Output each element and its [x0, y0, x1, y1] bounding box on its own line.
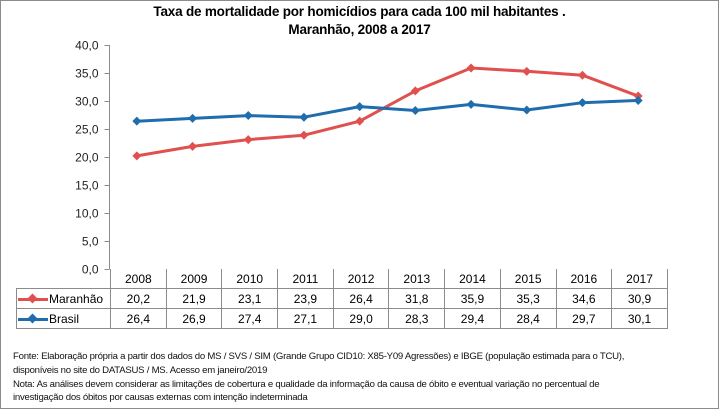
- chart-title: Taxa de mortalidade por homicídios para …: [153, 4, 566, 19]
- data-point-marker: [132, 116, 142, 126]
- data-value-cell: 28,4: [499, 308, 557, 329]
- data-value-cell: 29,0: [332, 308, 390, 329]
- y-tick-label: 25,0: [75, 123, 99, 137]
- data-value-cell: 26,4: [332, 288, 390, 309]
- y-tick-label: 15,0: [75, 179, 99, 193]
- data-point-marker: [633, 95, 643, 105]
- data-value-cell: 23,9: [277, 288, 334, 309]
- source-notes: Fonte: Elaboração própria a partir dos d…: [13, 350, 624, 405]
- y-tick-label: 10,0: [75, 207, 99, 221]
- legend-line-diamond-icon: [18, 314, 48, 324]
- data-point-marker: [299, 130, 309, 140]
- y-tick-label: 5,0: [82, 235, 99, 249]
- data-value-cell: 30,1: [611, 308, 668, 329]
- data-point-marker: [410, 106, 420, 116]
- data-point-marker: [355, 116, 365, 126]
- x-category-label: 2012: [332, 269, 390, 289]
- data-point-marker: [243, 135, 253, 145]
- y-tick-label: 40,0: [75, 39, 99, 53]
- data-value-cell: 26,4: [110, 308, 167, 329]
- series-layer: [132, 63, 643, 161]
- data-point-marker: [132, 151, 142, 161]
- data-value-cell: 23,1: [221, 288, 279, 309]
- data-value-cell: 35,3: [499, 288, 557, 309]
- data-point-marker: [466, 63, 476, 73]
- data-table: 2008 2009 2010 2011 2012 2013 2014 2015 2016 2017…: [16, 269, 668, 329]
- data-point-marker: [522, 66, 532, 76]
- data-value-cell: 27,4: [221, 308, 279, 329]
- series-maranho: [132, 63, 643, 161]
- source-line-2: disponíveis no site do DATASUS / MS. Ace…: [13, 364, 268, 376]
- y-axis: 0,05,010,015,020,025,030,035,040,0: [75, 39, 110, 277]
- y-tick-label: 30,0: [75, 95, 99, 109]
- table-row: Brasil 26,4 26,9 27,4 27,1 29,0 28,3 29,4 28,4 29…: [16, 308, 668, 329]
- legend-line-diamond-icon: [18, 294, 48, 304]
- x-category-label: 2016: [555, 269, 613, 289]
- x-category-label: 2015: [499, 269, 557, 289]
- series-line: [136, 66, 639, 158]
- data-value-cell: 29,4: [444, 308, 501, 329]
- y-tick-label: 20,0: [75, 151, 99, 165]
- data-value-cell: 34,6: [555, 288, 613, 309]
- data-point-marker: [299, 112, 309, 122]
- x-category-label: 2008: [110, 269, 167, 289]
- x-category-label: 2010: [221, 269, 279, 289]
- data-value-cell: 20,2: [110, 288, 167, 309]
- table-corner-cell: [16, 269, 111, 289]
- x-category-label: 2013: [388, 269, 446, 289]
- data-value-cell: 27,1: [277, 308, 334, 329]
- legend-entry: Maranhão: [16, 288, 111, 309]
- data-value-cell: 28,3: [388, 308, 446, 329]
- data-point-marker: [466, 99, 476, 109]
- table-header-row: 2008 2009 2010 2011 2012 2013 2014 2015 2016 2017: [16, 269, 668, 289]
- data-value-cell: 30,9: [611, 288, 668, 309]
- data-point-marker: [410, 86, 420, 96]
- data-point-marker: [188, 141, 198, 151]
- source-line-1: Fonte: Elaboração própria a partir dos d…: [13, 351, 625, 362]
- note-line-2: investigação dos óbitos por causas exter…: [13, 392, 308, 404]
- legend-label: Brasil: [49, 311, 80, 326]
- data-point-marker: [355, 102, 365, 112]
- series-line: [136, 98, 639, 123]
- note-line-1: Nota: As análises devem considerar as li…: [13, 378, 600, 390]
- data-point-marker: [188, 113, 198, 123]
- chart-subtitle: Maranhão, 2008 a 2017: [288, 22, 431, 37]
- data-value-cell: 29,7: [555, 308, 613, 329]
- x-category-label: 2009: [165, 269, 223, 289]
- legend-label: Maranhão: [49, 291, 104, 306]
- x-category-label: 2014: [444, 269, 501, 289]
- x-category-label: 2011: [277, 269, 334, 289]
- data-point-marker: [243, 111, 253, 121]
- data-point-marker: [522, 105, 532, 115]
- data-point-marker: [577, 70, 587, 80]
- legend-entry: Brasil: [16, 308, 111, 329]
- data-point-marker: [577, 98, 587, 108]
- table-row: Maranhão 20,2 21,9 23,1 23,9 26,4 31,8 35,9 35,3…: [16, 288, 668, 309]
- x-category-label: 2017: [611, 269, 668, 289]
- data-value-cell: 21,9: [165, 288, 223, 309]
- data-value-cell: 26,9: [165, 308, 223, 329]
- series-brasil: [132, 95, 643, 126]
- data-value-cell: 31,8: [388, 288, 446, 309]
- y-tick-label: 35,0: [75, 67, 99, 81]
- data-value-cell: 35,9: [444, 288, 501, 309]
